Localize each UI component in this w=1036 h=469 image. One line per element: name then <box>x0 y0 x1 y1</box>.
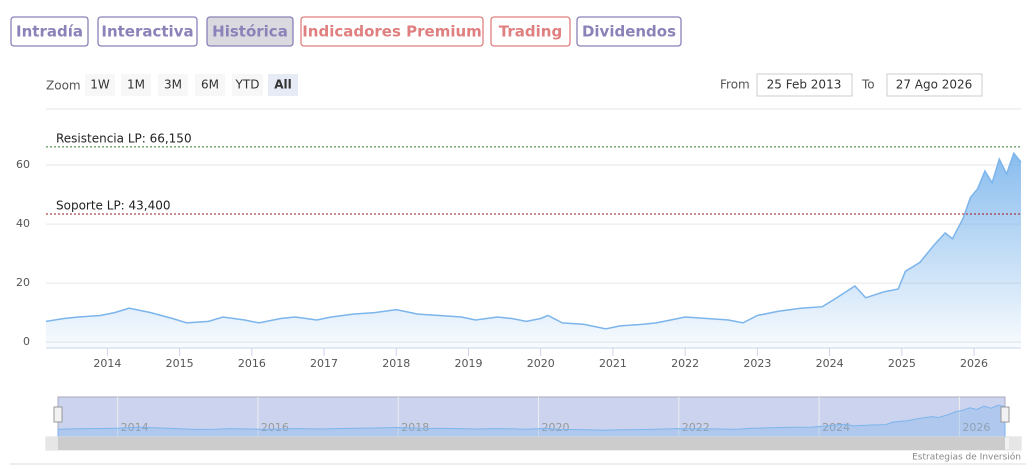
from-input[interactable] <box>756 73 853 97</box>
x-tick-label: 2016 <box>238 357 266 370</box>
to-input[interactable] <box>886 73 983 97</box>
zoom-button-label: 1M <box>127 78 145 92</box>
zoom-button[interactable] <box>85 74 115 96</box>
x-tick-label: 2020 <box>527 357 555 370</box>
tab[interactable] <box>206 16 294 47</box>
x-tick-label: 2024 <box>816 357 844 370</box>
tab[interactable] <box>300 16 484 47</box>
zoom-button[interactable] <box>195 74 225 96</box>
from-label: From <box>720 78 750 92</box>
zoom-button-label: All <box>274 78 292 92</box>
zoom-button-label: 1W <box>90 78 110 92</box>
zoom-button[interactable] <box>232 74 263 96</box>
y-tick-label: 20 <box>16 276 30 289</box>
navigator-tick-label: 2022 <box>682 421 710 434</box>
x-tick-label: 2017 <box>310 357 338 370</box>
x-tick-label: 2025 <box>888 357 916 370</box>
tab-label: Intradía <box>16 23 83 41</box>
x-tick-label: 2019 <box>455 357 483 370</box>
navigator-tick-label: 2016 <box>261 421 289 434</box>
tab-label: Histórica <box>212 23 288 41</box>
tab[interactable] <box>576 16 682 47</box>
tab[interactable] <box>10 16 89 47</box>
navigator-handle[interactable] <box>1000 406 1010 423</box>
line <box>45 151 1022 330</box>
tab-label: Dividendos <box>582 23 676 41</box>
zoom-button-label: YTD <box>235 78 260 92</box>
scrollbar-thumb[interactable] <box>58 437 1005 450</box>
x-tick-label: 2022 <box>671 357 699 370</box>
from-date: 25 Feb 2013 <box>767 78 842 92</box>
y-tick-label: 0 <box>23 335 30 348</box>
navigator-handle[interactable] <box>53 406 63 423</box>
tab-label: Trading <box>499 23 562 41</box>
tab[interactable] <box>490 16 571 47</box>
zoom-button[interactable] <box>121 74 151 96</box>
tab-label: Interactiva <box>101 23 193 41</box>
navigator-tick-label: 2026 <box>962 421 990 434</box>
navigator-tick-label: 2020 <box>542 421 570 434</box>
navigator-mask <box>57 396 1006 438</box>
to-label: To <box>861 78 875 92</box>
x-tick-label: 2026 <box>960 357 988 370</box>
x-tick-label: 2014 <box>93 357 121 370</box>
tab-label: Indicadores Premium <box>302 23 482 41</box>
y-tick-label: 60 <box>16 158 30 171</box>
zoom-button-label: 3M <box>164 78 182 92</box>
area <box>46 153 1021 348</box>
to-date: 27 Ago 2026 <box>896 78 973 92</box>
y-tick-label: 40 <box>16 217 30 230</box>
x-tick-label: 2023 <box>743 357 771 370</box>
zoom-button[interactable] <box>268 74 298 96</box>
tab[interactable] <box>97 16 198 47</box>
x-tick-label: 2018 <box>382 357 410 370</box>
plot-line-label: Resistencia LP: 66,150 <box>56 131 192 145</box>
x-tick-label: 2021 <box>599 357 627 370</box>
zoom-button-label: 6M <box>201 78 219 92</box>
zoom-button[interactable] <box>158 74 188 96</box>
scroll-right[interactable] <box>1009 437 1021 450</box>
x-tick-label: 2015 <box>166 357 194 370</box>
plot-line-label: Soporte LP: 43,400 <box>56 199 171 213</box>
scroll-left[interactable] <box>46 437 58 450</box>
zoom-label: Zoom <box>46 79 81 93</box>
navigator-area <box>57 404 1006 438</box>
credit: Estrategias de Inversión <box>912 452 1021 463</box>
navigator-tick-label: 2018 <box>401 421 429 434</box>
